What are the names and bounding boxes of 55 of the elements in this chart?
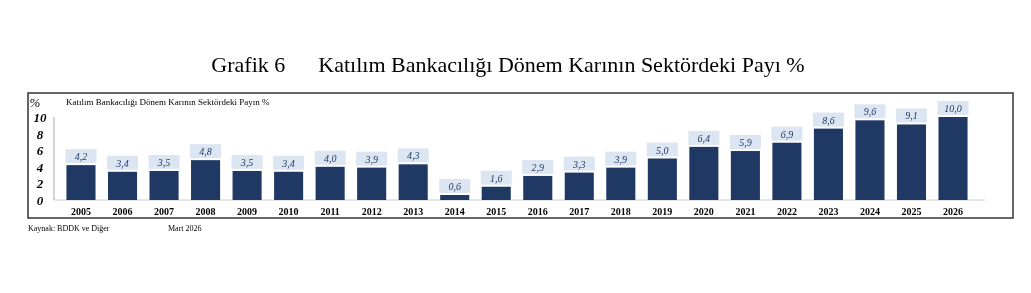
x-tick-label: 2017 (569, 206, 590, 217)
x-tick-label: 2008 (195, 206, 216, 217)
x-tick-label: 2014 (444, 206, 465, 217)
data-label: 10,0 (944, 103, 962, 114)
data-label: 3,5 (239, 156, 254, 168)
y-tick-label: 8 (36, 126, 44, 142)
data-label: 3,4 (115, 157, 129, 169)
y-tick-label: 4 (35, 159, 44, 175)
data-label: 4,0 (323, 152, 337, 164)
y-tick-label: 0 (36, 193, 44, 208)
chart-title: Grafik 6 Katılım Bankacılığı Dönem Karının Sektördeki Payı % (211, 52, 805, 77)
data-label: 9,6 (863, 106, 877, 118)
x-tick-label: 2013 (403, 206, 424, 217)
x-tick-label: 2024 (859, 206, 880, 217)
data-label: 3,9 (364, 153, 378, 165)
data-label: 2,9 (531, 161, 545, 173)
data-label: 6,4 (697, 132, 711, 144)
data-label: 3,9 (613, 153, 628, 165)
data-label: 5,9 (739, 137, 752, 149)
data-label: 9,1 (905, 110, 918, 122)
data-label: 8,6 (822, 114, 835, 126)
data-label: 5,0 (656, 144, 669, 156)
x-tick-label: 2007 (154, 206, 175, 217)
data-label: 4,8 (199, 146, 212, 158)
x-tick-label: 2012 (361, 206, 382, 217)
data-label: 4,3 (406, 150, 420, 162)
x-tick-label: 2011 (320, 206, 340, 217)
y-tick-label: 10 (33, 110, 47, 125)
x-tick-label: 2009 (237, 206, 258, 217)
x-tick-label: 2022 (776, 206, 797, 217)
y-tick-label: 6 (36, 143, 44, 159)
x-tick-label: 2010 (278, 206, 299, 217)
x-tick-label: 2016 (527, 206, 548, 217)
text: Kaynak: BDDK ve Diğer (28, 224, 110, 233)
x-tick-label: 2005 (70, 206, 91, 217)
x-tick-label: 2018 (610, 206, 631, 217)
data-label: 3,3 (572, 158, 586, 170)
x-tick-label: 2021 (735, 206, 756, 217)
data-label: 0,6 (448, 181, 461, 193)
data-label: 3,5 (156, 156, 171, 168)
text: Mart 2026 (168, 224, 202, 233)
y-axis-title: % (29, 95, 41, 110)
x-tick-label: 2025 (901, 206, 922, 217)
data-label: 1,6 (489, 172, 503, 184)
x-tick-label: 2023 (818, 206, 839, 217)
x-tick-label: 2026 (943, 206, 964, 217)
data-label: 6,9 (780, 128, 794, 140)
y-tick-label: 2 (35, 176, 44, 192)
x-tick-label: 2020 (693, 206, 714, 217)
data-label: 3,4 (281, 157, 295, 169)
chart-subtitle: Katılım Bankacılığı Dönem Karının Sektördeki Payın % (66, 97, 270, 107)
x-tick-label: 2006 (112, 206, 133, 217)
data-label: 4,2 (74, 151, 88, 163)
x-tick-label: 2015 (486, 206, 507, 217)
x-tick-label: 2019 (652, 206, 673, 217)
